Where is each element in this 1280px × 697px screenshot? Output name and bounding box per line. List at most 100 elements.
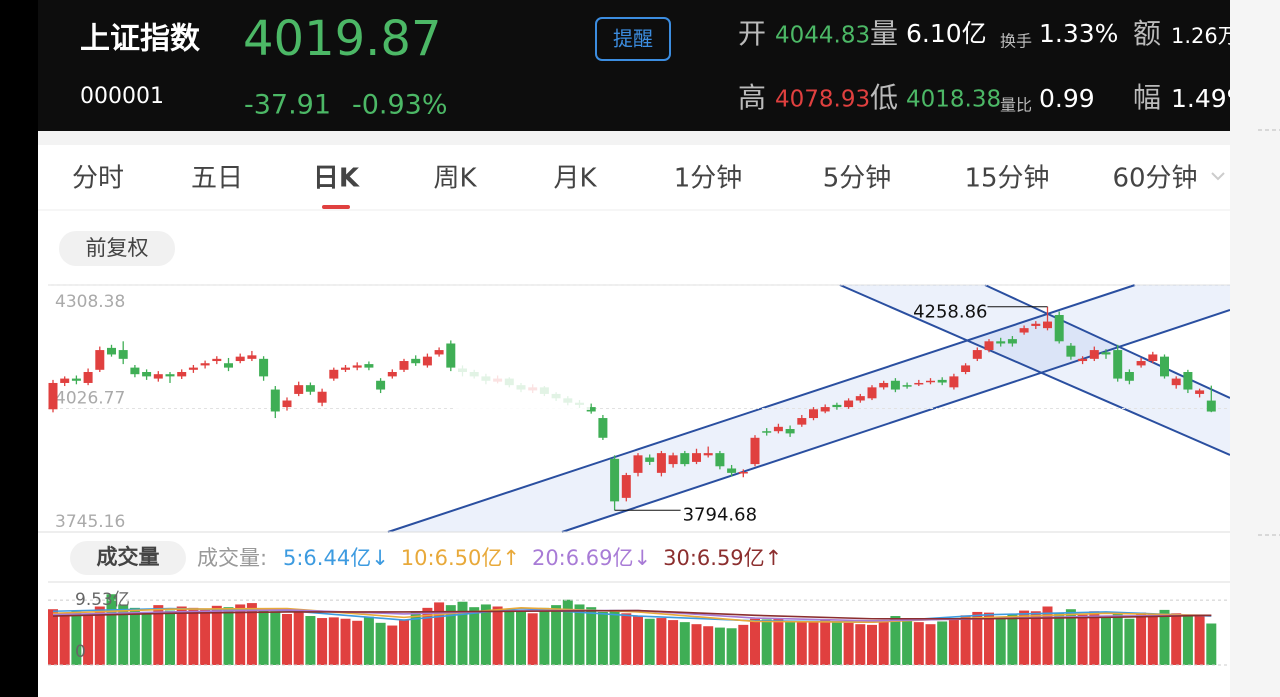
volume-bar: [282, 613, 292, 665]
volume-bar: [773, 618, 784, 665]
y-tick-label: 0: [75, 642, 86, 662]
volume-bar: [972, 611, 983, 665]
volume-bar: [1124, 618, 1135, 665]
candle-body: [305, 385, 315, 392]
y-tick-label: 4308.38: [55, 292, 125, 312]
candle-body: [867, 387, 877, 399]
candle-body: [60, 378, 70, 383]
volume-bar: [574, 604, 585, 665]
volume-bar: [153, 605, 164, 665]
candle-body: [387, 371, 397, 377]
candle-body: [1136, 361, 1146, 366]
volume-bar: [492, 606, 503, 665]
adjust-button-label[interactable]: 前复权: [86, 236, 149, 260]
candle-body: [422, 356, 432, 366]
adjust-button[interactable]: [59, 231, 175, 266]
tab[interactable]: 5分钟: [823, 164, 892, 194]
stat-label: 量比: [1000, 96, 1032, 115]
right-edge: [1230, 0, 1280, 697]
volume-bar: [656, 618, 667, 665]
tab[interactable]: 日K: [313, 164, 360, 194]
volume-bar: [48, 609, 58, 665]
turnover-value: 1.33%: [1039, 19, 1118, 48]
candle-body: [668, 455, 678, 465]
volume-bar: [1159, 609, 1170, 665]
candle-body: [890, 380, 900, 390]
volume-bar: [644, 618, 655, 665]
volume-bar: [1019, 610, 1030, 665]
candle-body: [95, 350, 105, 370]
candle-body: [153, 374, 163, 379]
candle-body: [645, 457, 655, 462]
tab[interactable]: 60分钟: [1112, 164, 1197, 194]
candle-body: [270, 389, 280, 412]
candle-body: [411, 358, 421, 364]
header-bar: [38, 0, 1230, 131]
volume-bar: [539, 607, 550, 665]
volume-value: 6.10亿: [906, 19, 987, 48]
candle-body: [282, 400, 292, 408]
tab[interactable]: 分时: [72, 164, 124, 194]
volume-bar: [726, 628, 737, 665]
volume-bar: [305, 616, 316, 665]
candle-body: [177, 371, 187, 377]
candle-body: [621, 475, 631, 498]
volume-bar: [925, 624, 936, 665]
candle-body: [1195, 390, 1205, 394]
volume-bar: [668, 620, 679, 665]
volume-pill-label[interactable]: 成交量: [97, 545, 160, 569]
tab[interactable]: 15分钟: [964, 164, 1049, 194]
candle-body: [376, 380, 386, 390]
stat-label: 换手: [1000, 32, 1032, 51]
alert-button-label[interactable]: 提醒: [613, 27, 653, 51]
candle-body: [142, 371, 152, 377]
volume-bar: [831, 621, 842, 665]
tab[interactable]: 周K: [433, 164, 477, 194]
volume-bar: [340, 618, 351, 665]
candle-body: [235, 356, 245, 362]
volume-bar: [1101, 616, 1111, 665]
volume-bar: [691, 624, 702, 665]
candle-body: [692, 453, 701, 462]
candle-body: [165, 374, 175, 377]
candle-body: [1007, 339, 1017, 344]
tab[interactable]: 1分钟: [674, 164, 743, 194]
candle-body: [797, 418, 807, 425]
volume-bar: [59, 613, 70, 665]
candle-body: [107, 347, 116, 355]
candle-body: [1101, 352, 1111, 355]
volume-bar: [597, 611, 608, 665]
tab-indicator: [322, 205, 350, 209]
candle-body: [961, 365, 971, 372]
volume-bar: [609, 609, 620, 665]
candle-body: [820, 407, 830, 412]
volume-bar: [1077, 614, 1088, 665]
candle-body: [1148, 354, 1158, 362]
candle-body: [341, 367, 350, 370]
volume-bar: [317, 618, 328, 665]
tab[interactable]: 月K: [553, 164, 597, 194]
volume-pill[interactable]: [70, 541, 186, 575]
tab[interactable]: 五日: [191, 164, 243, 194]
candle-body: [71, 378, 81, 381]
legend-entry: 30:6.59亿↑: [663, 546, 782, 570]
volume-bar: [738, 624, 749, 665]
y-tick-label: 9.53亿: [75, 590, 130, 610]
stat-label: 低: [870, 81, 898, 114]
volume-bar: [118, 604, 129, 665]
stat-label: 额: [1133, 17, 1161, 50]
volume-bar: [761, 619, 772, 665]
volume-bar: [422, 607, 433, 665]
trend-line: [561, 309, 1230, 533]
candle-body: [294, 385, 304, 394]
ma-line: [52, 607, 1212, 623]
volume-bar: [352, 620, 363, 665]
volume-label: 成交量:: [197, 546, 267, 570]
tab-chevron[interactable]: [1211, 172, 1225, 181]
volume-bar: [1194, 614, 1205, 665]
ma-line: [52, 609, 1212, 620]
volume-bar: [1112, 613, 1123, 665]
alert-button[interactable]: [595, 17, 671, 61]
channel-band: [388, 285, 1230, 532]
candle-body: [1054, 314, 1064, 342]
